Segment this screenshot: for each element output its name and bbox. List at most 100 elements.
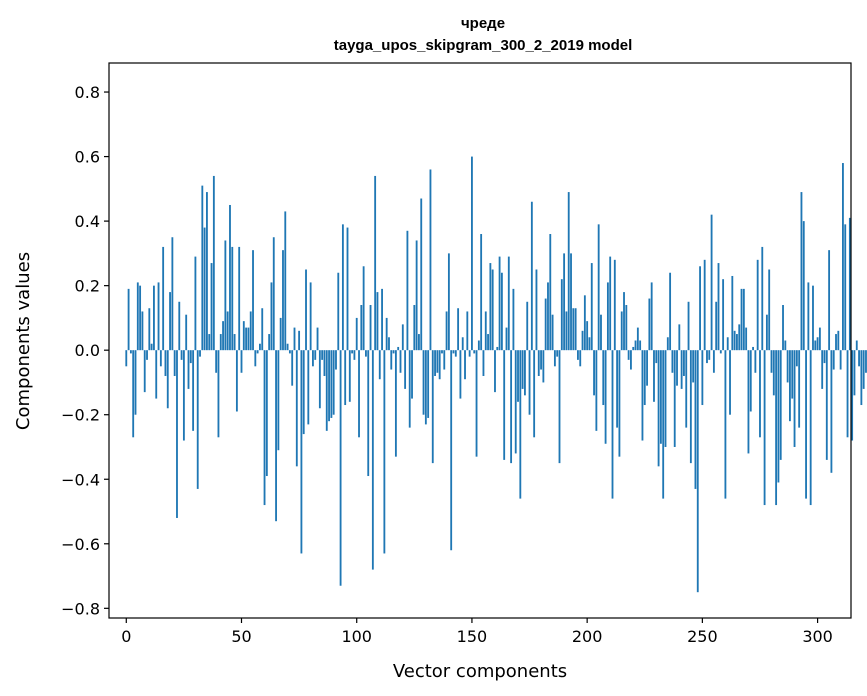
bar-185 <box>551 314 554 351</box>
bar-242 <box>683 350 685 376</box>
bar-28 <box>189 350 192 364</box>
bar-314 <box>848 217 851 351</box>
bar-214 <box>618 350 621 457</box>
bar-9 <box>146 350 148 360</box>
bar-85 <box>321 350 324 360</box>
bar-100 <box>355 317 358 351</box>
bar-105 <box>367 350 370 477</box>
bar-18 <box>166 350 169 409</box>
bar-90 <box>332 350 335 415</box>
bar-284 <box>779 350 782 460</box>
bar-44 <box>226 311 229 351</box>
bar-263 <box>731 275 734 351</box>
bar-140 <box>447 253 450 351</box>
bar-207 <box>602 350 605 406</box>
bar-228 <box>650 282 653 351</box>
bar-101 <box>358 350 360 438</box>
bar-17 <box>164 350 167 376</box>
bar-238 <box>673 350 676 447</box>
bar-88 <box>328 350 330 422</box>
x-tick-label: 200 <box>572 627 603 646</box>
bar-171 <box>519 350 522 499</box>
bar-182 <box>544 298 547 351</box>
bar-195 <box>574 308 577 351</box>
x-axis-label: Vector components <box>393 661 567 682</box>
x-tick-label: 0 <box>121 627 131 646</box>
y-tick-label: −0.8 <box>61 599 100 618</box>
bar-122 <box>406 230 409 351</box>
bar-189 <box>560 279 563 351</box>
bar-97 <box>348 350 351 402</box>
bar-213 <box>616 350 619 428</box>
bar-243 <box>685 350 688 428</box>
bar-299 <box>814 340 817 351</box>
bar-70 <box>286 343 289 351</box>
y-tick-label: 0.4 <box>75 212 100 231</box>
bar-253 <box>708 350 711 360</box>
bar-172 <box>521 350 524 389</box>
bar-170 <box>517 350 519 402</box>
bar-64 <box>272 237 275 351</box>
bar-306 <box>830 350 833 473</box>
bar-21 <box>173 350 176 376</box>
bar-31 <box>196 350 199 489</box>
y-tick-label: −0.6 <box>61 535 100 554</box>
bar-272 <box>752 346 754 351</box>
bar-13 <box>155 350 158 399</box>
bar-81 <box>312 350 314 367</box>
bar-247 <box>694 350 697 489</box>
bar-77 <box>302 350 305 435</box>
bar-176 <box>530 201 533 351</box>
bar-294 <box>802 221 805 351</box>
bar-46 <box>231 246 234 351</box>
bar-25 <box>182 350 185 441</box>
bar-303 <box>823 350 826 364</box>
bar-55 <box>252 250 254 351</box>
bar-316 <box>853 350 856 396</box>
bar-215 <box>620 311 623 351</box>
bar-268 <box>742 288 745 351</box>
bar-218 <box>627 350 630 360</box>
bar-307 <box>832 350 835 370</box>
bar-225 <box>643 350 646 406</box>
bar-6 <box>139 285 142 351</box>
bar-297 <box>809 350 812 506</box>
bar-154 <box>480 234 483 351</box>
bar-110 <box>378 350 381 380</box>
y-tick-label: 0.0 <box>75 341 100 360</box>
bar-12 <box>153 285 155 351</box>
bar-130 <box>424 350 427 425</box>
bar-24 <box>180 350 183 360</box>
bar-311 <box>842 163 844 351</box>
bar-49 <box>238 246 241 351</box>
bar-249 <box>699 266 701 351</box>
bar-2 <box>129 350 132 354</box>
bar-165 <box>505 327 508 351</box>
bar-115 <box>390 350 393 370</box>
bar-315 <box>851 350 854 441</box>
bar-146 <box>461 337 464 351</box>
bar-233 <box>662 350 665 499</box>
bar-15 <box>159 350 162 367</box>
bar-222 <box>636 327 639 351</box>
bar-124 <box>411 350 413 399</box>
bar-248 <box>696 350 699 593</box>
bar-157 <box>487 334 489 351</box>
bar-234 <box>664 350 667 447</box>
bar-288 <box>789 350 791 422</box>
bar-92 <box>337 272 340 351</box>
bar-266 <box>738 324 741 351</box>
bar-277 <box>763 350 766 506</box>
bar-95 <box>344 350 347 406</box>
bar-78 <box>305 269 307 351</box>
bar-143 <box>454 350 457 357</box>
bar-86 <box>323 350 326 376</box>
bar-162 <box>498 256 501 351</box>
bar-96 <box>346 227 349 351</box>
bar-127 <box>418 334 420 351</box>
bar-300 <box>816 337 819 351</box>
bar-304 <box>825 350 828 460</box>
bar-206 <box>600 314 602 351</box>
bar-319 <box>860 350 863 406</box>
bar-298 <box>812 285 814 351</box>
